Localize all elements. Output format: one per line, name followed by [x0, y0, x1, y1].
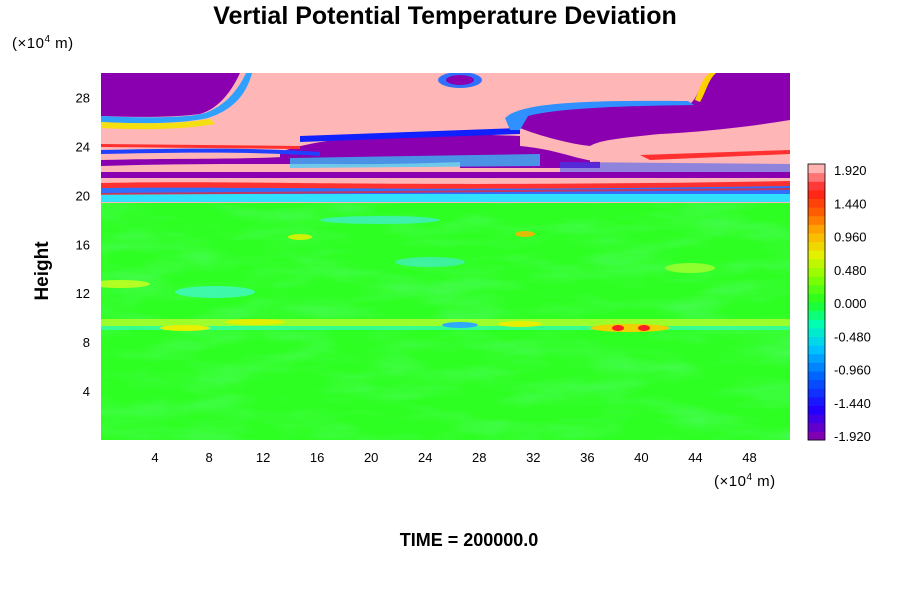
colorbar-swatch — [808, 233, 825, 243]
colorbar-swatch — [808, 224, 825, 234]
y-unit-exponent: 4 — [44, 34, 51, 45]
colorbar-swatch — [808, 284, 825, 294]
x-tick-label: 48 — [742, 450, 756, 465]
colorbar-swatch — [808, 396, 825, 406]
x-unit-prefix: (×10 — [714, 473, 747, 490]
y-tick-label: 8 — [83, 335, 90, 350]
x-tick-label: 36 — [580, 450, 594, 465]
colorbar-swatch — [808, 302, 825, 312]
x-tick-label: 40 — [634, 450, 648, 465]
colorbar-swatch — [808, 293, 825, 303]
colorbar-label: 0.000 — [834, 296, 867, 311]
colorbar-swatch — [808, 371, 825, 381]
colorbar-swatch — [808, 276, 825, 286]
colorbar-label: -1.920 — [834, 429, 871, 444]
y-unit-prefix: (×10 — [12, 35, 45, 52]
x-tick-label: 4 — [151, 450, 158, 465]
x-tick-label: 24 — [418, 450, 432, 465]
colorbar-swatch — [808, 422, 825, 432]
colorbar: 1.920 1.440 0.960 0.480 0.000 -0.480 -0.960 -1.… — [807, 163, 871, 444]
colorbar-swatch — [808, 353, 825, 363]
upper-region — [101, 73, 790, 203]
colorbar-label: 1.920 — [834, 163, 867, 178]
y-tick-label: 28 — [76, 90, 90, 105]
x-tick-label: 8 — [205, 450, 212, 465]
time-label: TIME = 200000.0 — [399, 530, 539, 550]
x-tick-label: 12 — [256, 450, 270, 465]
colorbar-frame — [807, 163, 826, 441]
colorbar-swatch — [808, 388, 825, 398]
colorbar-swatch — [808, 181, 825, 191]
colorbar-swatch — [808, 189, 825, 199]
colorbar-swatch — [808, 215, 825, 225]
colorbar-swatch — [808, 319, 825, 329]
colorbar-swatch — [808, 207, 825, 217]
x-tick-label: 44 — [688, 450, 702, 465]
y-unit-suffix: m) — [50, 35, 74, 52]
y-tick-label: 12 — [76, 286, 90, 301]
colorbar-swatch — [808, 267, 825, 277]
chart-title: Vertial Potential Temperature Deviation — [213, 2, 677, 30]
colorbar-swatch — [808, 241, 825, 251]
y-tick-label: 16 — [76, 237, 90, 252]
colorbar-swatch — [808, 405, 825, 415]
colorbar-swatch — [808, 310, 825, 320]
colorbar-swatch — [808, 414, 825, 424]
x-unit-suffix: m) — [752, 473, 776, 490]
colorbar-swatch — [808, 362, 825, 372]
x-unit-exponent: 4 — [746, 472, 753, 483]
colorbar-swatch — [808, 336, 825, 346]
x-tick-label: 32 — [526, 450, 540, 465]
x-tick-label: 28 — [472, 450, 486, 465]
colorbar-label: 0.960 — [834, 230, 867, 245]
y-tick-label: 20 — [76, 188, 90, 203]
y-axis-unit: (×104 m) — [12, 34, 74, 52]
colorbar-swatch — [808, 172, 825, 182]
colorbar-swatch — [808, 198, 825, 208]
colorbar-swatch — [808, 327, 825, 337]
x-axis-unit: (×104 m) — [714, 472, 776, 490]
colorbar-label: 1.440 — [834, 196, 867, 211]
colorbar-swatch — [808, 431, 825, 441]
mid-level-patches — [101, 216, 715, 298]
colorbar-label: -1.440 — [834, 396, 871, 411]
y-tick-label: 4 — [83, 384, 90, 399]
colorbar-swatch — [808, 250, 825, 260]
x-tick-label: 16 — [310, 450, 324, 465]
heatmap-field — [101, 73, 790, 440]
x-axis-ticks: 4 8 12 16 20 24 28 32 36 40 44 48 — [151, 450, 756, 465]
colorbar-swatch — [808, 345, 825, 355]
colorbar-label: -0.960 — [834, 363, 871, 378]
colorbar-swatch — [808, 379, 825, 389]
y-tick-label: 24 — [76, 139, 90, 154]
y-axis-ticks: 4 8 12 16 20 24 28 — [76, 90, 90, 399]
colorbar-label: 0.480 — [834, 263, 867, 278]
colorbar-label: -0.480 — [834, 329, 871, 344]
band-low-disturbance — [101, 319, 790, 332]
colorbar-swatch — [808, 164, 825, 174]
colorbar-swatch — [808, 258, 825, 268]
x-tick-label: 20 — [364, 450, 378, 465]
